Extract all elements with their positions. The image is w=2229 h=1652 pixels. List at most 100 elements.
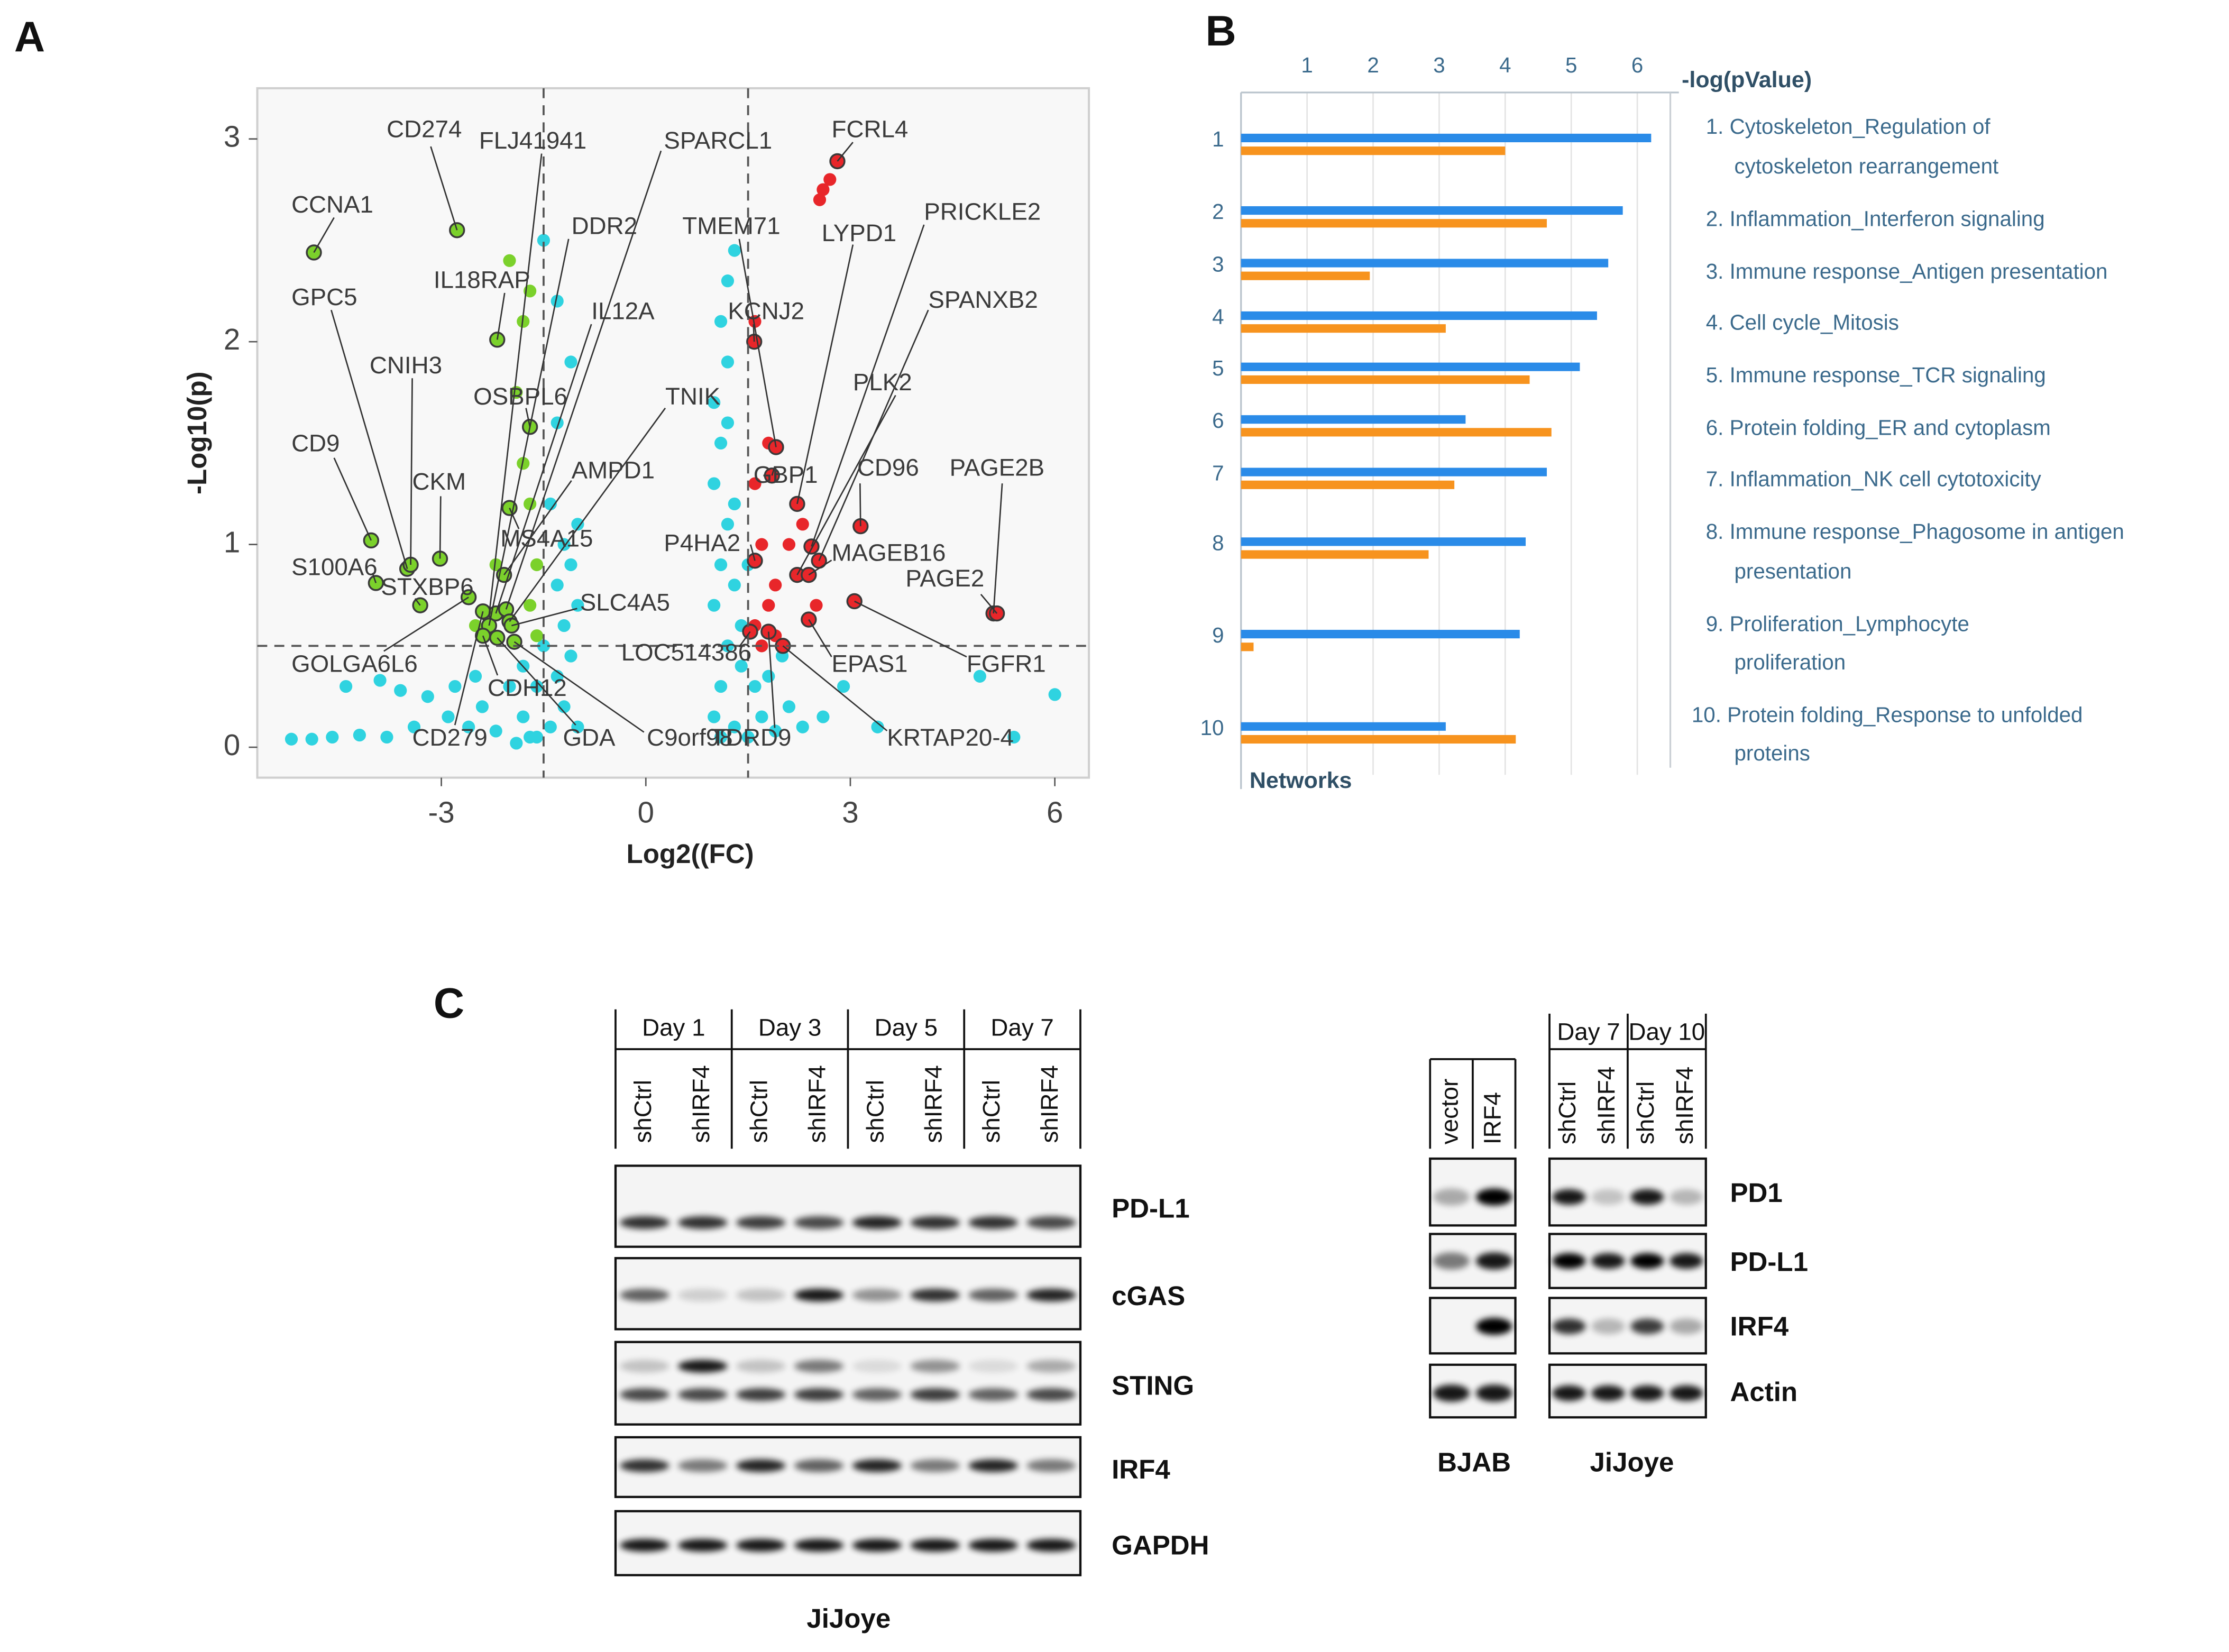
category-label: 8: [1212, 530, 1224, 555]
point: [1007, 730, 1021, 744]
blot-band: [910, 1360, 960, 1373]
blot-band: [1026, 1360, 1076, 1373]
bar: [1241, 362, 1580, 371]
blot-band: [968, 1288, 1018, 1302]
point: [421, 690, 434, 703]
blot-band: [852, 1216, 902, 1229]
leader-line: [993, 483, 1003, 614]
category-label: 2: [1212, 199, 1224, 224]
point: [714, 730, 728, 744]
blot-band: [852, 1288, 902, 1302]
point: [544, 497, 557, 511]
point: [469, 669, 482, 683]
blot-band: [1630, 1385, 1664, 1401]
point: [380, 730, 393, 744]
blot-band: [736, 1288, 786, 1302]
leader-line: [497, 637, 576, 726]
blot-band: [1433, 1188, 1470, 1206]
bar: [1241, 219, 1547, 228]
timepoint-label: Day 3: [758, 1014, 821, 1041]
timepoint-label: Day 7: [1557, 1018, 1620, 1045]
point: [326, 730, 339, 744]
point: [813, 193, 827, 206]
point: [510, 737, 523, 750]
leader-line: [750, 544, 756, 561]
leader-line: [753, 324, 755, 342]
blot-band: [1670, 1253, 1703, 1269]
blot-band: [1591, 1189, 1625, 1205]
point: [537, 639, 551, 653]
point: [373, 674, 387, 687]
lane-label: shCtrl: [1632, 1081, 1659, 1144]
gene-label: IL12A: [591, 298, 655, 325]
leader-line: [331, 309, 408, 570]
bar: [1241, 467, 1547, 476]
gene-label: CDH12: [488, 674, 567, 701]
blot-band: [736, 1459, 786, 1472]
point: [537, 234, 551, 247]
point: [708, 396, 721, 409]
point: [817, 710, 830, 723]
blot-band: [620, 1360, 669, 1373]
x-axis-title: -log(pValue): [1682, 67, 1812, 93]
blot-band: [968, 1216, 1018, 1229]
leader-line: [333, 457, 372, 541]
lane-label: shIRF4: [1671, 1067, 1698, 1144]
point: [489, 724, 502, 738]
blot-band: [736, 1388, 786, 1401]
blot-band: [794, 1459, 844, 1472]
leader-line: [782, 645, 888, 731]
leader-line: [410, 378, 413, 565]
blot-band: [620, 1459, 669, 1472]
blot-band: [968, 1539, 1018, 1552]
gene-label: AMPD1: [572, 457, 655, 484]
blot-band: [736, 1539, 786, 1552]
category-label: 10: [1200, 715, 1224, 740]
point: [782, 700, 796, 713]
blot-band: [620, 1288, 669, 1302]
bar: [1241, 415, 1466, 424]
blot-band: [1552, 1385, 1586, 1401]
y-tick-label: 1: [224, 526, 240, 559]
x-tick-label: 1: [1301, 53, 1313, 77]
lane-label: shCtrl: [746, 1080, 773, 1143]
timepoint-label: Day 5: [875, 1014, 938, 1041]
point: [735, 659, 748, 673]
blot-band: [1552, 1189, 1586, 1205]
y-tick-label: 3: [224, 120, 240, 153]
blot-band: [910, 1288, 960, 1302]
gene-label: GPC5: [291, 283, 357, 310]
leader-line: [505, 150, 662, 610]
network-name: 8. Immune response_Phagosome in antigen: [1706, 519, 2124, 544]
gene-label: SLC4A5: [580, 589, 670, 616]
leader-line: [414, 598, 421, 606]
gene-label: DDR2: [572, 212, 637, 239]
bar: [1241, 133, 1652, 143]
point: [557, 619, 571, 632]
leader-line: [383, 596, 469, 652]
bar: [1241, 735, 1516, 744]
point: [285, 732, 298, 746]
gene-label: FLJ41941: [479, 127, 586, 154]
timepoint-label: Day 1: [642, 1014, 705, 1041]
cell-line-label: JiJoye: [806, 1603, 891, 1633]
point: [973, 669, 986, 683]
gene-label: CD274: [387, 116, 462, 143]
blot-band: [678, 1216, 728, 1229]
bar: [1241, 643, 1254, 651]
gene-label: FGFR1: [967, 650, 1046, 677]
x-tick-label: -3: [428, 795, 454, 829]
point: [837, 680, 850, 693]
blot-band: [1475, 1318, 1512, 1335]
blot-band: [620, 1388, 669, 1401]
panel-label: C: [434, 980, 464, 1027]
lane-label: shIRF4: [1593, 1067, 1620, 1144]
leader-line: [511, 608, 577, 627]
gene-label: IL18RAP: [434, 267, 530, 293]
point: [564, 355, 577, 369]
point: [762, 599, 775, 612]
bar: [1241, 480, 1455, 489]
protein-label: PD1: [1730, 1178, 1782, 1208]
blot-band: [1433, 1384, 1470, 1402]
point: [557, 700, 571, 713]
